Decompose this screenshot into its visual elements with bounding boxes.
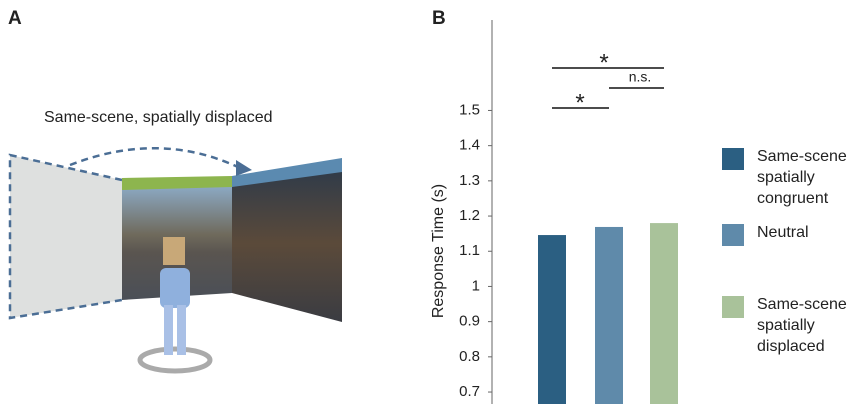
scene-caption: Same-scene, spatially displaced (44, 109, 273, 126)
bar (650, 223, 678, 404)
panel-label: A (8, 8, 22, 29)
y-tick-label: 1.2 (459, 207, 480, 224)
person-body (160, 268, 190, 308)
legend-label: Same-scene spatially displaced (757, 294, 857, 357)
legend-swatch (722, 224, 744, 246)
arrow-arc (70, 148, 240, 168)
bar (538, 235, 566, 404)
sig-label: * (575, 89, 584, 116)
person-leg (177, 305, 186, 355)
rotate-arrow (140, 349, 210, 371)
street-view (232, 165, 342, 322)
person-head (163, 237, 185, 265)
person-leg (164, 305, 173, 355)
y-tick-label: 1.5 (459, 101, 480, 118)
sig-label: n.s. (629, 69, 652, 85)
y-tick-label: 1.3 (459, 172, 480, 189)
y-tick-label: 0.9 (459, 313, 480, 330)
y-axis-label: Response Time (s) (430, 184, 447, 318)
legend-swatch (722, 148, 744, 170)
legend-label: Neutral (757, 222, 857, 243)
y-tick-label: 1 (472, 277, 480, 294)
panel-label: B (432, 8, 446, 29)
legend-swatch (722, 296, 744, 318)
y-tick-label: 1.1 (459, 242, 480, 259)
legend-label: Same-scene spatially congruent (757, 146, 857, 209)
sig-label: * (599, 49, 608, 76)
bar (595, 227, 623, 404)
figure: A B Same-scene, spatially displaced Resp… (0, 0, 861, 404)
y-tick-label: 0.7 (459, 383, 480, 400)
y-tick-label: 1.4 (459, 137, 480, 154)
figure-svg: A B Same-scene, spatially displaced Resp… (0, 0, 861, 404)
faded-panel (10, 155, 122, 318)
y-tick-label: 0.8 (459, 348, 480, 365)
